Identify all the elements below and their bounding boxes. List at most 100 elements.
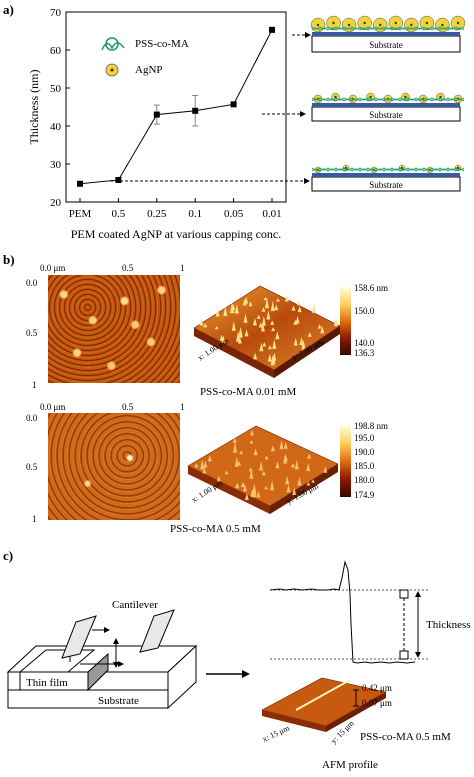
y-axis-label: Thickness (nm) bbox=[27, 70, 41, 145]
afm-step-ridge bbox=[295, 679, 351, 711]
afm-profile-line bbox=[269, 560, 416, 664]
surface-peak bbox=[203, 460, 208, 468]
surface-peak bbox=[238, 327, 243, 336]
surface-peak bbox=[253, 352, 258, 360]
afm-3d-bottom bbox=[187, 425, 339, 514]
surface-peak bbox=[301, 339, 306, 350]
c-caption: AFM profile bbox=[322, 759, 378, 771]
surface-peak bbox=[263, 296, 268, 301]
schematic-sparse bbox=[311, 164, 465, 192]
surface-peak bbox=[252, 318, 257, 326]
agnp-core bbox=[379, 23, 382, 27]
y-tick-label-0: 20 bbox=[50, 197, 62, 209]
afm-image-bottom bbox=[48, 413, 180, 520]
polymer-chain bbox=[311, 167, 465, 171]
surface-peak bbox=[306, 481, 311, 486]
surface-peak bbox=[291, 305, 296, 311]
surface-peak bbox=[262, 342, 267, 347]
surface-peak bbox=[295, 316, 300, 324]
b1-cbar-1: 150.0 bbox=[354, 306, 375, 316]
surface-peak bbox=[200, 459, 205, 470]
data-point-2 bbox=[153, 111, 160, 118]
polymer-chain bbox=[311, 98, 465, 102]
surface-peak bbox=[256, 314, 261, 319]
surface-peak bbox=[267, 353, 272, 362]
surface-peak bbox=[237, 337, 242, 344]
x-tick-label-1: 0.5 bbox=[112, 208, 126, 220]
b2-cbar-3: 185.0 bbox=[354, 461, 375, 471]
surface-peak bbox=[252, 491, 257, 495]
surface-peak bbox=[221, 335, 226, 343]
b1-ytick-2: 1 bbox=[32, 380, 37, 390]
thickness-label: Thickness bbox=[426, 619, 471, 631]
b1-cbar-3: 136.3 bbox=[354, 348, 375, 358]
substrate-label-1: Substrate bbox=[369, 40, 403, 50]
surface-peak bbox=[275, 331, 280, 340]
agnp-core bbox=[369, 95, 372, 99]
y-tick-label-4: 60 bbox=[50, 45, 62, 57]
surface-peak bbox=[306, 462, 311, 472]
b2-cbar-2: 190.0 bbox=[354, 447, 375, 457]
surface-peak bbox=[264, 455, 269, 460]
legend-pss-label: PSS-co-MA bbox=[135, 38, 189, 50]
agnp-core bbox=[347, 23, 351, 27]
surface-peak bbox=[261, 470, 266, 476]
surface-peak bbox=[293, 337, 298, 346]
cantilever-2 bbox=[139, 609, 175, 653]
surface-peak bbox=[320, 325, 325, 334]
surface-peak bbox=[214, 326, 219, 330]
surface-peak bbox=[279, 440, 284, 450]
surface-peak bbox=[285, 475, 290, 485]
surface-peak bbox=[272, 338, 277, 349]
b1-caption: PSS-co-MA 0.01 mM bbox=[200, 386, 297, 398]
surface-peak bbox=[307, 331, 312, 337]
agnp-core bbox=[394, 21, 397, 25]
surface-peak bbox=[244, 492, 249, 501]
surface-peak bbox=[264, 485, 269, 490]
agnp-core bbox=[456, 21, 460, 25]
surface-peak bbox=[203, 322, 208, 328]
agnp-core bbox=[363, 21, 366, 25]
surface-peak bbox=[249, 439, 254, 444]
surface-peak bbox=[233, 442, 238, 453]
surface-peak bbox=[240, 481, 245, 488]
y-tick-label-1: 30 bbox=[50, 159, 62, 171]
x-tick-label-3: 0.1 bbox=[188, 208, 202, 220]
polymer-chain bbox=[311, 27, 465, 31]
surface-peak bbox=[223, 306, 228, 317]
b2-xtick-2: 1 bbox=[180, 402, 185, 412]
x-axis-label: PEM coated AgNP at various capping conc. bbox=[71, 227, 282, 241]
agnp-core bbox=[404, 95, 407, 99]
surface-peak bbox=[272, 352, 277, 361]
surface-peak bbox=[199, 318, 204, 326]
cantilever-1 bbox=[61, 615, 97, 659]
surface-peak bbox=[242, 484, 247, 492]
surface-peak bbox=[242, 299, 247, 306]
panel-a-chart: 20 30 40 50 60 70 PEM 0.5 0.25 0.1 0.05 0.01 Thick… bbox=[27, 7, 466, 241]
surface-peak bbox=[252, 483, 257, 494]
agnp-core bbox=[316, 23, 320, 27]
b2-cbar-0: 198.8 nm bbox=[354, 421, 389, 431]
surface-peak bbox=[317, 324, 322, 329]
surface-peak bbox=[271, 327, 276, 331]
surface-peak bbox=[294, 459, 299, 470]
surface-peak bbox=[248, 467, 253, 472]
surface-peak bbox=[290, 462, 295, 468]
surface-peak bbox=[286, 484, 291, 493]
b2-xtick-0: 0.0 μm bbox=[40, 402, 66, 412]
x-tick-label-0: PEM bbox=[69, 208, 92, 220]
b1-ytick-1: 0.5 bbox=[26, 328, 38, 338]
surface-peak bbox=[270, 480, 275, 491]
surface-peak bbox=[299, 336, 304, 346]
cantilever-label: Cantilever bbox=[112, 599, 158, 611]
surface-peak bbox=[253, 448, 258, 456]
agnp-core bbox=[441, 23, 444, 27]
surface-peak bbox=[243, 313, 248, 323]
plot-frame bbox=[65, 11, 287, 203]
afm-3d-top bbox=[193, 285, 341, 378]
b2-caption: PSS-co-MA 0.5 mM bbox=[170, 523, 261, 535]
surface-peak bbox=[275, 298, 280, 302]
surface-peak bbox=[260, 322, 265, 332]
b1-cbar-2: 140.0 bbox=[354, 338, 375, 348]
legend-agnp-label: AgNP bbox=[135, 64, 163, 76]
